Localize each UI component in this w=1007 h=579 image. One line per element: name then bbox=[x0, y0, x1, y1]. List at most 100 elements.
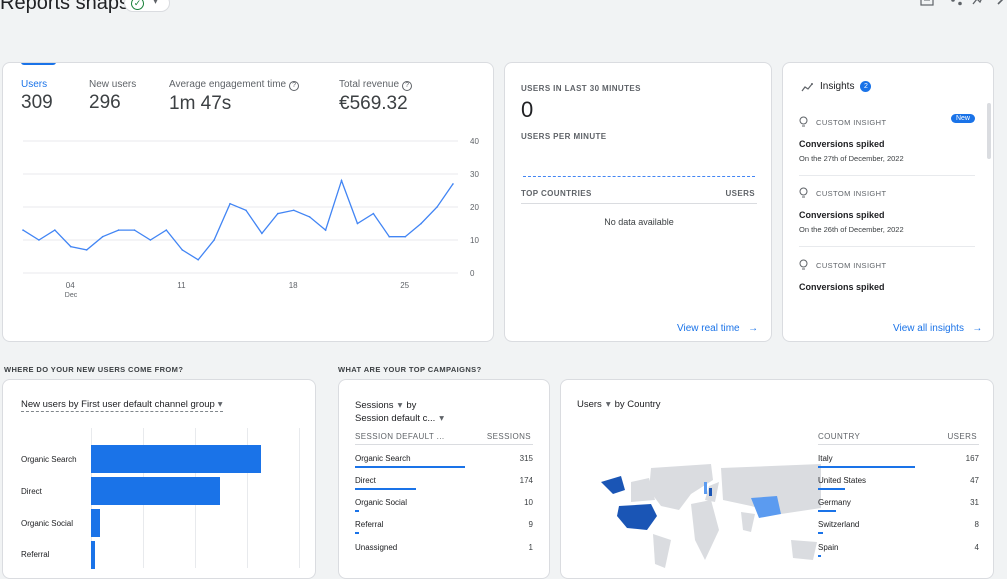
data-point bbox=[197, 259, 199, 261]
caret-down-icon: ▾ bbox=[605, 399, 611, 410]
help-icon[interactable]: ? bbox=[289, 81, 300, 91]
bar-label: Organic Search bbox=[21, 455, 77, 464]
caret-down-icon: ▾ bbox=[397, 400, 403, 411]
bar-direct[interactable] bbox=[91, 477, 221, 505]
help-icon[interactable]: ? bbox=[402, 81, 413, 91]
metric-avg-engagement[interactable]: Average engagement time? 1m 47s bbox=[169, 79, 300, 115]
bar-label: Referral bbox=[21, 550, 50, 559]
data-point bbox=[229, 202, 231, 205]
selector-label: Sessions bbox=[355, 400, 394, 411]
table-row[interactable]: Organic Social 10 bbox=[355, 498, 533, 507]
data-point bbox=[324, 229, 327, 231]
link-label: View all insights bbox=[893, 323, 964, 334]
view-all-insights-link[interactable]: View all insights → bbox=[893, 318, 982, 336]
check-circle-icon: ✓ bbox=[131, 0, 144, 10]
map-country-germany bbox=[704, 482, 707, 494]
map-land bbox=[791, 540, 817, 560]
campaigns-card: Sessions ▾ by Session default c... ▾ SESSIO… bbox=[338, 379, 550, 579]
y-tick-label: 10 bbox=[470, 236, 479, 245]
top-countries-header: TOP COUNTRIES bbox=[521, 189, 592, 198]
x-tick-label: 04 bbox=[66, 281, 75, 290]
row-value: 315 bbox=[519, 454, 533, 463]
row-value: 10 bbox=[524, 498, 533, 507]
data-point bbox=[38, 239, 40, 241]
table-row[interactable]: Germany 31 bbox=[818, 498, 979, 507]
metric-new-users[interactable]: New users 296 bbox=[89, 79, 136, 114]
table-row[interactable]: Switzerland 8 bbox=[818, 520, 979, 529]
scrollbar[interactable] bbox=[987, 103, 991, 159]
view-real-time-link[interactable]: View real time → bbox=[677, 318, 758, 336]
table-row[interactable]: United States 47 bbox=[818, 476, 979, 485]
data-point bbox=[165, 229, 168, 231]
bar-label: Organic Social bbox=[21, 519, 74, 528]
column-header: SESSIONS bbox=[486, 432, 531, 441]
row-share-bar bbox=[355, 510, 359, 512]
dimension-selector[interactable]: Users ▾ by Country bbox=[577, 399, 661, 410]
insights-card: Insights 2 CUSTOM INSIGHT New Conversion… bbox=[782, 62, 994, 342]
insights-count-badge: 2 bbox=[860, 81, 872, 92]
metric-value: 1m 47s bbox=[169, 93, 232, 114]
map-land bbox=[649, 464, 713, 510]
active-tab-indicator bbox=[21, 63, 56, 65]
insight-title: Conversions spiked bbox=[799, 210, 885, 220]
insight-item[interactable]: CUSTOM INSIGHT Conversions spiked On the… bbox=[799, 187, 975, 247]
dimension-selector[interactable]: Sessions ▾ by Session default c... ▾ bbox=[355, 399, 444, 425]
row-label: United States bbox=[818, 476, 867, 485]
link-label: View real time bbox=[677, 323, 740, 334]
insight-type: CUSTOM INSIGHT bbox=[816, 188, 887, 198]
row-share-bar bbox=[818, 466, 915, 468]
data-point bbox=[388, 235, 391, 238]
insights-icon[interactable] bbox=[972, 0, 984, 9]
map-country-alaska bbox=[601, 476, 625, 494]
edit-icon[interactable] bbox=[996, 0, 1007, 9]
bar-label: Direct bbox=[21, 487, 42, 496]
bar-organic-social[interactable] bbox=[91, 509, 100, 537]
world-map[interactable] bbox=[591, 460, 821, 570]
insight-type: CUSTOM INSIGHT bbox=[816, 117, 887, 127]
row-value: 31 bbox=[970, 498, 979, 507]
per-minute-chart bbox=[523, 176, 755, 177]
row-value: 4 bbox=[974, 543, 979, 552]
arrow-right-icon: → bbox=[972, 323, 983, 334]
new-badge: New bbox=[950, 114, 975, 123]
table-row[interactable]: Italy 167 bbox=[818, 454, 979, 463]
table-row[interactable]: Spain 4 bbox=[818, 543, 979, 552]
metric-users[interactable]: Users 309 bbox=[21, 79, 53, 114]
data-point bbox=[22, 229, 24, 231]
realtime-card: USERS IN LAST 30 MINUTES 0 USERS PER MIN… bbox=[504, 62, 772, 342]
table-row[interactable]: Direct 174 bbox=[355, 476, 533, 485]
table-row[interactable]: Organic Search 315 bbox=[355, 454, 533, 463]
table-row[interactable]: Unassigned 1 bbox=[355, 543, 533, 552]
users-column-header: USERS bbox=[725, 189, 755, 198]
dimension-selector[interactable]: New users by First user default channel … bbox=[21, 399, 223, 412]
table-row[interactable]: Referral 9 bbox=[355, 520, 533, 529]
data-point bbox=[149, 239, 152, 241]
bar-organic-search[interactable] bbox=[91, 445, 261, 473]
row-label: Organic Search bbox=[355, 454, 411, 463]
data-point bbox=[133, 229, 136, 231]
data-point bbox=[277, 212, 279, 215]
insight-item[interactable]: CUSTOM INSIGHT New Conversions spiked On… bbox=[799, 114, 975, 176]
share-icon[interactable] bbox=[950, 0, 962, 9]
country-card: Users ▾ by Country COUNTRY USERS Italy 167 … bbox=[560, 379, 994, 579]
metric-total-revenue[interactable]: Total revenue? €569.32 bbox=[339, 79, 413, 115]
x-tick-label: 25 bbox=[400, 281, 409, 290]
row-share-bar bbox=[355, 532, 359, 534]
row-label: Organic Social bbox=[355, 498, 408, 507]
data-point bbox=[372, 212, 375, 215]
column-header: SESSION DEFAULT ... bbox=[355, 432, 445, 441]
x-tick-label: 11 bbox=[177, 281, 186, 290]
column-header: USERS bbox=[947, 432, 977, 441]
metric-label: Average engagement time bbox=[169, 79, 287, 90]
map-land bbox=[741, 512, 755, 532]
insight-type: CUSTOM INSIGHT bbox=[816, 260, 887, 270]
report-status-dropdown[interactable]: ✓ ▾ bbox=[124, 0, 170, 12]
row-label: Unassigned bbox=[355, 543, 398, 552]
insight-item[interactable]: CUSTOM INSIGHT Conversions spiked bbox=[799, 259, 975, 292]
comparison-icon[interactable] bbox=[920, 0, 934, 9]
metric-label: New users bbox=[89, 79, 137, 90]
series-line[interactable] bbox=[22, 178, 454, 261]
bar-referral[interactable] bbox=[91, 541, 95, 569]
section-heading-new-users: WHERE DO YOUR NEW USERS COME FROM? bbox=[4, 365, 184, 374]
data-point bbox=[213, 239, 215, 241]
